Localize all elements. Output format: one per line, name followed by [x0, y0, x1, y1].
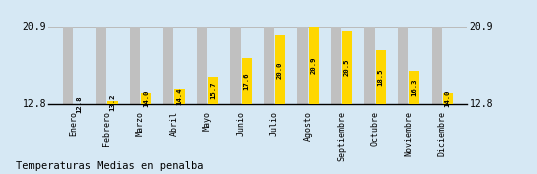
- Text: 20.0: 20.0: [277, 61, 283, 79]
- Bar: [365, 27, 374, 104]
- Text: 18.5: 18.5: [378, 68, 383, 86]
- Bar: [130, 27, 140, 104]
- Bar: [398, 27, 408, 104]
- Text: 12.8: 12.8: [469, 99, 493, 109]
- Text: 20.9: 20.9: [469, 22, 493, 32]
- Bar: [208, 77, 218, 104]
- Bar: [442, 93, 453, 104]
- Text: 12.8: 12.8: [76, 96, 82, 113]
- Bar: [432, 27, 441, 104]
- Bar: [175, 89, 185, 104]
- Text: 14.4: 14.4: [177, 88, 183, 105]
- Text: 16.3: 16.3: [411, 79, 417, 96]
- Bar: [409, 71, 419, 104]
- Bar: [297, 27, 308, 104]
- Bar: [97, 27, 106, 104]
- Bar: [163, 27, 173, 104]
- Bar: [141, 93, 151, 104]
- Text: 20.9: 20.9: [310, 57, 316, 74]
- Bar: [197, 27, 207, 104]
- Bar: [375, 50, 386, 104]
- Text: 14.0: 14.0: [445, 90, 451, 107]
- Text: 12.8: 12.8: [23, 99, 46, 109]
- Bar: [230, 27, 241, 104]
- Bar: [264, 27, 274, 104]
- Bar: [275, 35, 285, 104]
- Text: 20.5: 20.5: [344, 59, 350, 76]
- Text: Temperaturas Medias en penalba: Temperaturas Medias en penalba: [16, 161, 204, 171]
- Bar: [342, 31, 352, 104]
- Text: 15.7: 15.7: [210, 82, 216, 99]
- Bar: [309, 27, 318, 104]
- Bar: [63, 27, 73, 104]
- Bar: [107, 101, 118, 104]
- Text: 13.2: 13.2: [110, 94, 115, 111]
- Bar: [331, 27, 341, 104]
- Bar: [242, 58, 251, 104]
- Text: 17.6: 17.6: [244, 73, 250, 90]
- Text: 20.9: 20.9: [23, 22, 46, 32]
- Text: 14.0: 14.0: [143, 90, 149, 107]
